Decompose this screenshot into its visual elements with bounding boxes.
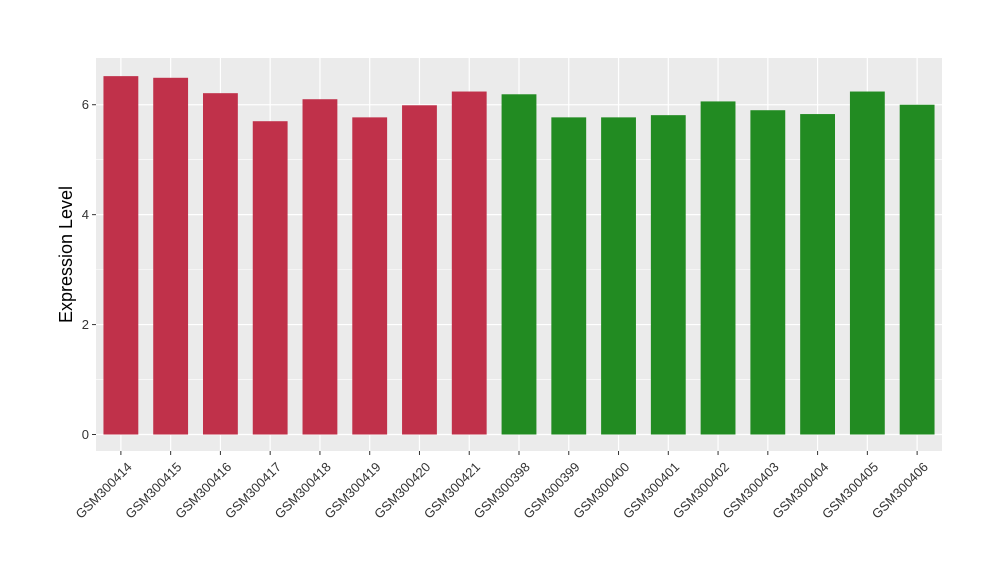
bar-GSM300399 — [551, 117, 587, 435]
bar-GSM300418 — [302, 99, 338, 435]
bar-GSM300416 — [202, 93, 238, 435]
y-tick-label: 2 — [82, 317, 89, 332]
bar-GSM300419 — [352, 117, 388, 435]
y-tick-label: 0 — [82, 427, 89, 442]
bar-GSM300402 — [700, 101, 736, 435]
y-tick-label: 4 — [82, 207, 89, 222]
bar-GSM300421 — [451, 91, 487, 435]
bar-GSM300415 — [153, 77, 189, 435]
bar-GSM300400 — [601, 117, 636, 435]
bar-GSM300403 — [750, 110, 786, 435]
bar-GSM300401 — [650, 115, 686, 435]
y-axis-title: Expression Level — [56, 186, 76, 323]
bar-GSM300420 — [402, 105, 437, 435]
y-tick-label: 6 — [82, 97, 89, 112]
bar-GSM300406 — [899, 104, 935, 435]
bars — [103, 76, 935, 435]
x-axis: GSM300414GSM300415GSM300416GSM300417GSM3… — [73, 451, 931, 522]
bar-GSM300414 — [103, 76, 139, 435]
y-axis: 0 2 4 6 — [82, 97, 96, 442]
bar-GSM300417 — [252, 121, 288, 435]
bar-GSM300405 — [849, 91, 885, 435]
bar-GSM300398 — [501, 94, 537, 435]
bar-GSM300404 — [800, 114, 836, 435]
